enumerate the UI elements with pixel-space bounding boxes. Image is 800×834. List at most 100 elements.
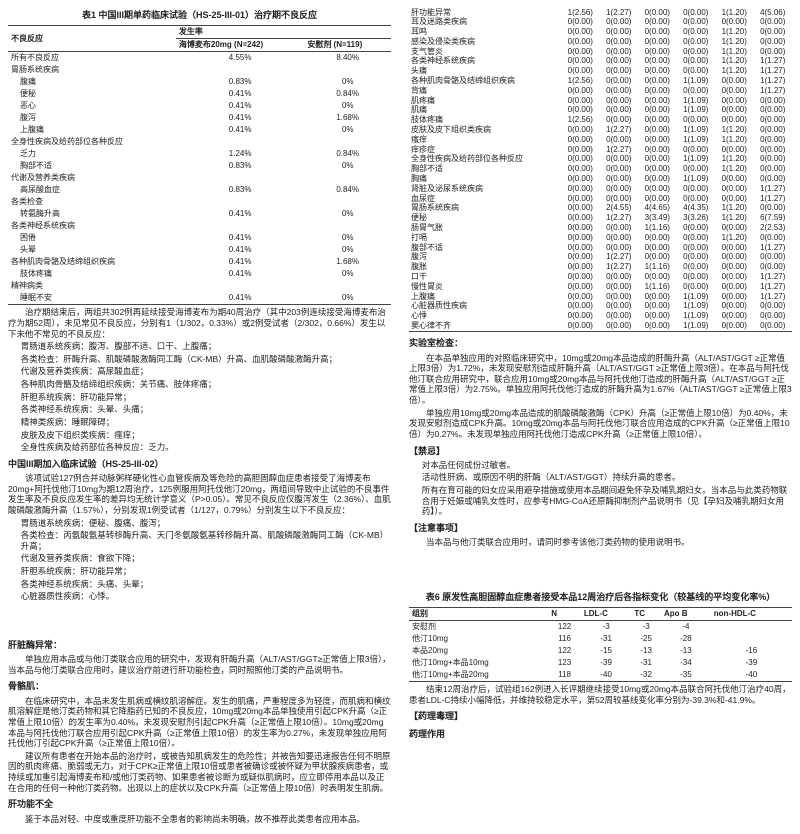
para-mus1: 在临床研究中，本品未发生肌病或横纹肌溶解症。发生的肌痛，严重程度多为轻度，而肌病… xyxy=(8,696,391,749)
t2-cell: 0(0.00) xyxy=(638,175,676,185)
t6-cell: -40 xyxy=(711,669,792,682)
list1-item: 各种肌肉骨骼及结缔组织疾病：关节痛、肢体疼痛； xyxy=(8,379,391,390)
t6-col: N xyxy=(548,608,581,621)
t2-cell: 0(0.00) xyxy=(715,77,753,87)
t2-cell: 0(0.00) xyxy=(600,233,638,243)
t1-row-a: 0.41% xyxy=(176,124,304,136)
t1-row-a: 0.83% xyxy=(176,184,304,196)
t6-cell: 122 xyxy=(548,645,581,657)
para-lab1: 在本品单独应用的对照临床研究中，10mg或20mg本品造成的肝酶升高（ALT/A… xyxy=(409,353,792,406)
t2-cell: 0(0.00) xyxy=(677,282,715,292)
t2-cell: 0(0.00) xyxy=(677,37,715,47)
t2-cell: 0(0.00) xyxy=(561,86,599,96)
t2-row-name: 腹胀 xyxy=(409,263,561,273)
t1-row-b: 0.84% xyxy=(304,88,391,100)
t6-cell: -16 xyxy=(711,645,792,657)
t2-cell: 0(0.00) xyxy=(753,175,792,185)
list2-item: 代谢及营养类疾病：食欲下降； xyxy=(8,553,391,564)
t6-cell: -4 xyxy=(661,621,711,634)
t1-row-b: 0.84% xyxy=(304,184,391,196)
t2-cell: 1(1.16) xyxy=(638,224,676,234)
heading-lab: 实验室检查： xyxy=(409,338,792,349)
table1: 不良反应 发生率 海博麦布20mg (N=242) 安慰剂 (N=119) 所有… xyxy=(8,25,391,305)
t1-row-b: 0% xyxy=(304,160,391,172)
t1-row-b: 8.40% xyxy=(304,52,391,65)
t1-row-name: 精神病类 xyxy=(8,280,176,292)
heading-02: 中国III期加入临床试验（HS-25-III-02） xyxy=(8,459,391,470)
t1-row-name: 头晕 xyxy=(8,244,176,256)
heading-mus: 骨骼肌： xyxy=(8,681,391,692)
t1-row-name: 各种肌肉骨骼及结缔组织疾病 xyxy=(8,256,176,268)
t1-row-a: 0.83% xyxy=(176,160,304,172)
t2-cell: 0(0.00) xyxy=(638,28,676,38)
t2-cell: 0(0.00) xyxy=(600,184,638,194)
t2-cell: 0(0.00) xyxy=(753,135,792,145)
t6-cell: 安慰剂 xyxy=(409,621,548,634)
t2-cell: 0(0.00) xyxy=(638,135,676,145)
t2-cell: 0(0.00) xyxy=(638,233,676,243)
t1-row-b xyxy=(304,64,391,76)
t2-cell: 0(0.00) xyxy=(677,184,715,194)
t1-row-name: 困倦 xyxy=(8,232,176,244)
t6-cell: -13 xyxy=(631,645,661,657)
list2-item: 肝胆系统疾病：肝功能异常； xyxy=(8,566,391,577)
t1-row-a xyxy=(176,64,304,76)
t6-cell: 本品20mg xyxy=(409,645,548,657)
t2-cell: 1(1.27) xyxy=(753,273,792,283)
t1-row-a: 0.41% xyxy=(176,244,304,256)
t2-row-name: 口干 xyxy=(409,273,561,283)
t2-cell: 1(2.56) xyxy=(561,77,599,87)
t2-cell: 0(0.00) xyxy=(561,273,599,283)
t2-cell: 0(0.00) xyxy=(753,322,792,332)
para-liver: 鉴于本品对轻、中度或重度肝功能不全患者的影响尚未明确，故不推荐此类患者应用本品。 xyxy=(8,814,391,825)
t1-row-name: 睡眠不安 xyxy=(8,292,176,305)
t2-cell: 0(0.00) xyxy=(677,28,715,38)
t2-cell: 0(0.00) xyxy=(715,282,753,292)
list2-item: 各类神经系统疾病：头痛、头晕； xyxy=(8,579,391,590)
t2-cell: 0(0.00) xyxy=(600,135,638,145)
t1-row-name: 代谢及营养类疾病 xyxy=(8,172,176,184)
t6-cell: -39 xyxy=(581,657,632,669)
para-rhabdo: 单独应用本品或与他汀类联合应用的研究中，发现有肝酶升高（ALT/AST/GGT≥… xyxy=(8,654,391,675)
t6-col: TC xyxy=(631,608,661,621)
t2-cell: 0(0.00) xyxy=(561,37,599,47)
t1-row-a: 0.41% xyxy=(176,292,304,305)
t2-cell: 1(1.20) xyxy=(715,126,753,136)
t2-cell: 0(0.00) xyxy=(600,86,638,96)
t2-cell: 0(0.00) xyxy=(753,37,792,47)
heading-pharm2: 药理作用 xyxy=(409,729,792,740)
t1-row-b: 1.68% xyxy=(304,256,391,268)
t2-cell: 0(0.00) xyxy=(715,224,753,234)
t2-row-name: 胃肠系统疾病 xyxy=(409,204,561,214)
t2-row-name: 胸痛 xyxy=(409,175,561,185)
t1-c2: 安慰剂 (N=119) xyxy=(304,39,391,52)
t6-cell: -3 xyxy=(581,621,632,634)
para-followup: 治疗期结束后，两组共302例再延续接受海博麦布为期40周治疗（其中203例连续接… xyxy=(8,307,391,339)
t6-cell: -15 xyxy=(581,645,632,657)
t6-cell: -40 xyxy=(581,669,632,682)
list1-item: 肝胆系统疾病：肝功能异常； xyxy=(8,392,391,403)
t6-cell: 116 xyxy=(548,633,581,645)
t6-col: LDL-C xyxy=(581,608,632,621)
t1-row-name: 全身性疾病及给药部位各种反应 xyxy=(8,136,176,148)
t2-cell: 0(0.00) xyxy=(561,135,599,145)
para-t6: 结束12周治疗后，试验组162例进入长评期继续接受10mg或20mg本品联合阿托… xyxy=(409,684,792,705)
t1-row-name: 便秘 xyxy=(8,88,176,100)
t1-row-b xyxy=(304,280,391,292)
t2-cell: 1(1.09) xyxy=(677,77,715,87)
t6-cell: -32 xyxy=(631,669,661,682)
t2-row-name: 慢性胃炎 xyxy=(409,282,561,292)
t2-cell: 0(0.00) xyxy=(600,28,638,38)
list1-item: 各类检查：肝酶升高、肌酸磷酸激酶同工酶（CK-MB）升高、血肌酸磷酸激酶升高； xyxy=(8,354,391,365)
t1-row-b: 1.68% xyxy=(304,112,391,124)
t2-cell: 0(0.00) xyxy=(638,37,676,47)
t2-cell: 0(0.00) xyxy=(638,322,676,332)
t2-row-name: 肾脏及泌尿系统疾病 xyxy=(409,184,561,194)
t1-row-a xyxy=(176,136,304,148)
t2-row-name: 感染及侵染类疾病 xyxy=(409,37,561,47)
t2-cell: 2(2.53) xyxy=(753,224,792,234)
para-02: 该项试验127例合并动脉粥样硬化性心血管疾病及等危险的高胆固醇血症患者接受了海博… xyxy=(8,473,391,516)
t1-row-name: 转氨酶升高 xyxy=(8,208,176,220)
t6-cell: -39 xyxy=(711,657,792,669)
t1-row-a: 0.41% xyxy=(176,232,304,244)
